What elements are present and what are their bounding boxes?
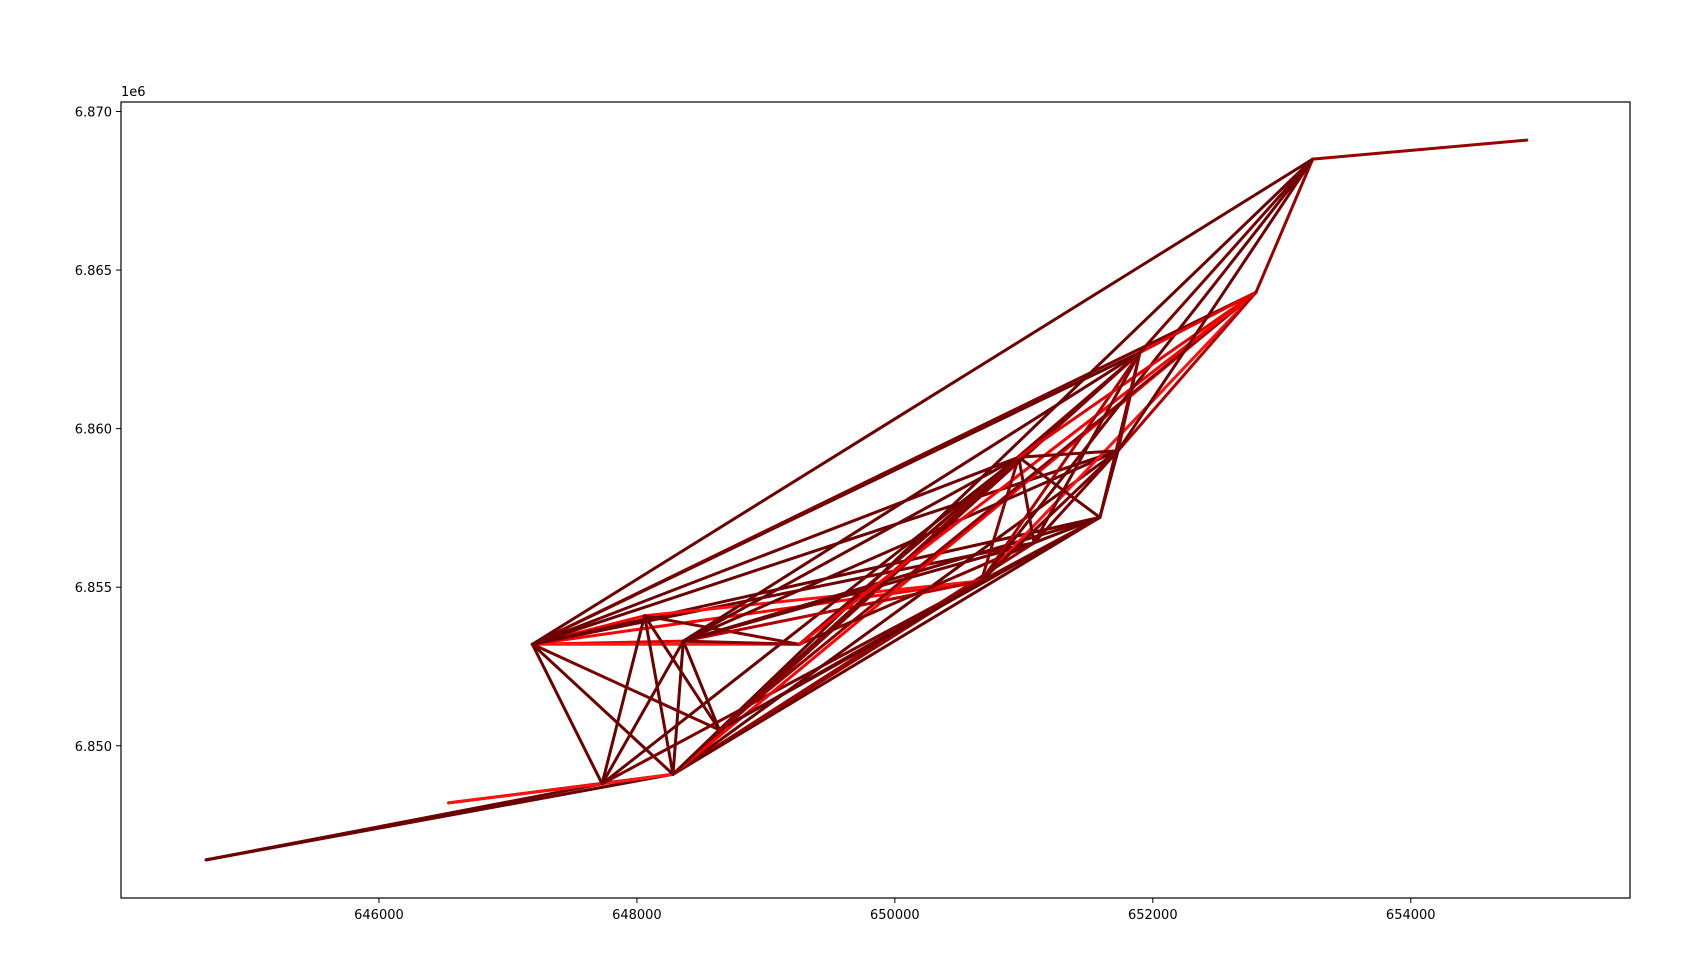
edge-D-F [600, 772, 675, 786]
edge-J-M [979, 515, 1102, 583]
edge-E-H [643, 614, 721, 732]
edge-N-P [1116, 290, 1258, 453]
edge-I-O [797, 351, 1142, 646]
edge-L-O [1032, 351, 1142, 545]
edge-J-Q [979, 157, 1315, 583]
x-axis: 646000 648000 650000 652000 654000 [354, 898, 1436, 923]
edge-G-K [681, 455, 1021, 643]
x-tick-label: 648000 [612, 908, 662, 923]
edge-C-K [530, 455, 1021, 646]
edge-C-Q [530, 157, 1315, 646]
edge-L-N [1032, 449, 1120, 545]
plot-frame [120, 101, 1631, 899]
edge-K-M [1017, 455, 1102, 519]
edge-L-M [1032, 515, 1102, 545]
edge-G-O [681, 351, 1142, 643]
y-tick-label: 6.850 [75, 740, 112, 755]
edge-D-J [600, 579, 983, 786]
x-tick-label: 652000 [1128, 908, 1178, 923]
edge-F-N [671, 449, 1120, 776]
edge-G-J [681, 579, 983, 643]
x-tick-label: 650000 [870, 908, 920, 923]
edge-F-E [643, 614, 675, 776]
edge-F-M [671, 515, 1102, 776]
edge-C-P [530, 290, 1258, 646]
edge-C-M [530, 515, 1102, 646]
edge-A-F [204, 772, 675, 862]
edge-K-N [1017, 449, 1120, 459]
edge-J-K [979, 455, 1021, 583]
edge-D-G [600, 639, 685, 786]
edges-layer [204, 138, 1529, 862]
edge-Q-R [1311, 138, 1529, 161]
edge-H-P [717, 290, 1258, 732]
edge-C-D [530, 642, 604, 786]
edge-G-N [681, 449, 1120, 643]
edge-D-K [600, 455, 1021, 786]
edge-C-J [530, 579, 983, 646]
edge-P-Q [1254, 157, 1315, 294]
edge-N-O [1116, 351, 1142, 453]
edge-B-D [447, 782, 604, 805]
edge-E-J [643, 579, 983, 618]
x-tick-label: 654000 [1386, 908, 1436, 923]
edge-G-H [681, 639, 721, 732]
edge-H-O [717, 351, 1142, 732]
edge-C-F [530, 642, 675, 776]
edge-K-L [1017, 455, 1036, 545]
edge-N-Q [1116, 157, 1315, 453]
y-tick-label: 6.855 [75, 581, 112, 596]
edge-O-Q [1138, 157, 1315, 354]
y-axis: 6.850 6.855 6.860 6.865 6.870 [75, 106, 121, 755]
y-tick-label: 6.865 [75, 264, 112, 279]
edge-I-P [797, 290, 1258, 646]
y-offset-label: 1e6 [121, 85, 146, 100]
edge-F-G [671, 639, 685, 776]
edge-G-M [681, 515, 1102, 643]
edge-G-I [681, 639, 801, 646]
edge-C-L [530, 541, 1036, 646]
x-tick-label: 646000 [354, 908, 404, 923]
y-tick-label: 6.860 [75, 423, 112, 438]
edge-O-P [1138, 290, 1258, 354]
y-tick-label: 6.870 [75, 106, 112, 121]
edge-K-P [1017, 290, 1258, 459]
edge-F-Q [671, 157, 1315, 776]
edge-D-E [600, 614, 647, 786]
